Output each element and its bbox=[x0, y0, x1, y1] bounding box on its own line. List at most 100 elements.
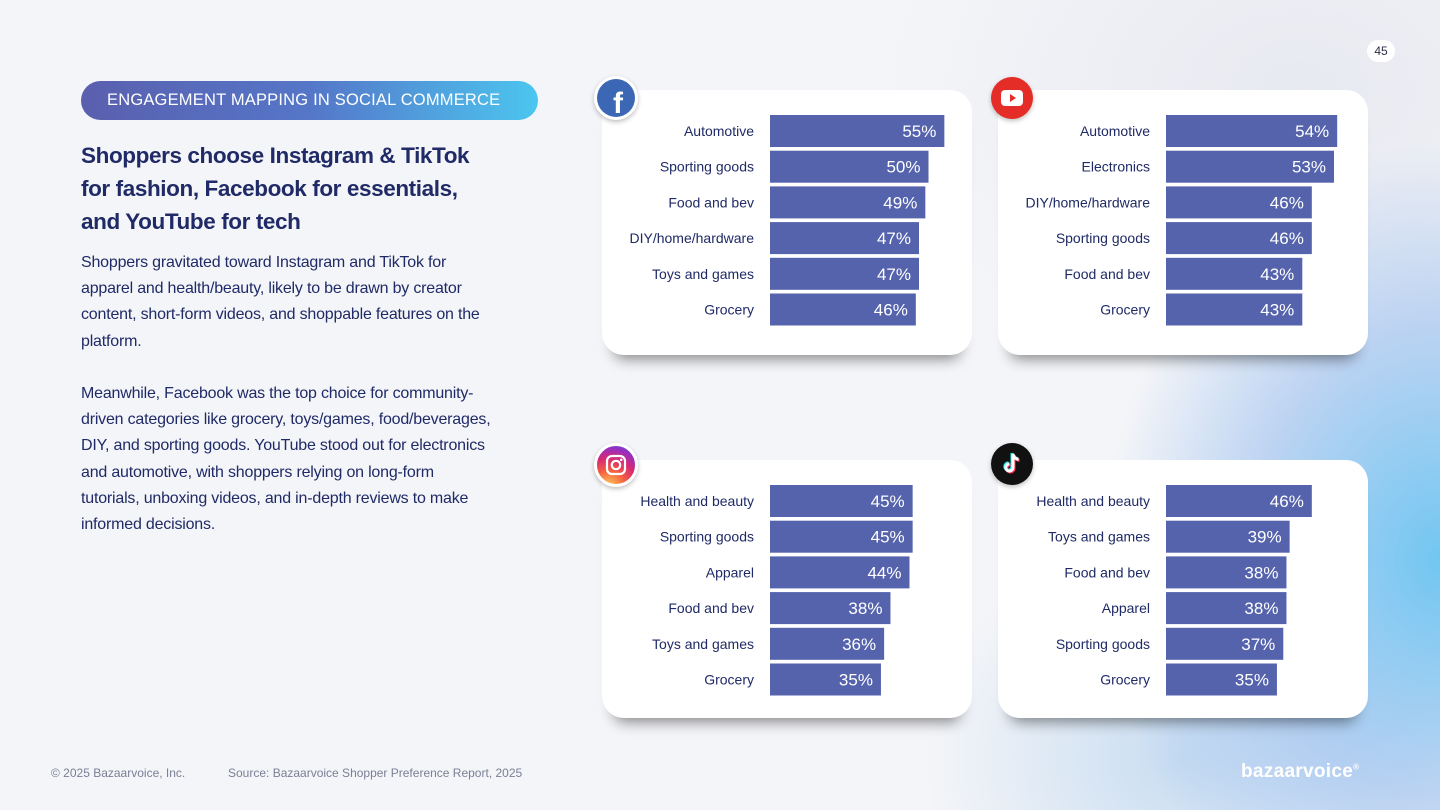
instagram-category-label: Toys and games bbox=[652, 636, 754, 652]
facebook-bar bbox=[770, 150, 929, 183]
facebook-value-label: 49% bbox=[883, 193, 917, 212]
tiktok-value-label: 38% bbox=[1244, 599, 1278, 618]
facebook-bar-group: Sporting goods 50% bbox=[660, 150, 929, 183]
instagram-value-label: 36% bbox=[842, 635, 876, 654]
copyright-text: © 2025 Bazaarvoice, Inc. bbox=[51, 766, 186, 780]
youtube-value-label: 46% bbox=[1270, 193, 1304, 212]
tiktok-category-label: Toys and games bbox=[1048, 529, 1150, 545]
youtube-value-label: 46% bbox=[1270, 229, 1304, 248]
facebook-category-label: Grocery bbox=[704, 302, 754, 318]
youtube-bar-group: Grocery 43% bbox=[1100, 293, 1303, 326]
tiktok-bar bbox=[1166, 663, 1277, 696]
youtube-bar bbox=[1166, 257, 1303, 290]
section-tag-label: ENGAGEMENT MAPPING IN SOCIAL COMMERCE bbox=[107, 91, 501, 109]
bazaarvoice-logo: bazaarvoice® bbox=[1241, 761, 1359, 783]
tiktok-category-label: Sporting goods bbox=[1056, 636, 1150, 652]
youtube-category-label: Sporting goods bbox=[1056, 230, 1150, 246]
facebook-value-label: 55% bbox=[902, 122, 936, 141]
instagram-bar-group: Toys and games 36% bbox=[652, 627, 885, 660]
tiktok-category-label: Grocery bbox=[1100, 672, 1150, 688]
facebook-chart-card: Automotive 55% Sporting goods 50% Food and b… bbox=[602, 90, 972, 355]
youtube-bar-group: DIY/home/hardware 46% bbox=[1025, 186, 1312, 219]
page-number: 45 bbox=[1367, 40, 1395, 62]
instagram-bar-group: Apparel 44% bbox=[706, 556, 910, 589]
tiktok-category-label: Health and beauty bbox=[1036, 493, 1150, 509]
instagram-bar bbox=[770, 520, 913, 553]
facebook-bar-group: DIY/home/hardware 47% bbox=[629, 222, 919, 255]
instagram-bar bbox=[770, 556, 910, 589]
instagram-bar-group: Food and bev 38% bbox=[668, 592, 891, 625]
instagram-bar bbox=[770, 627, 885, 660]
tiktok-bar-group: Food and bev 38% bbox=[1064, 556, 1287, 589]
facebook-bar bbox=[770, 186, 926, 219]
body-paragraph-2: Meanwhile, Facebook was the top choice f… bbox=[81, 385, 491, 534]
instagram-bar-group: Grocery 35% bbox=[704, 663, 881, 696]
youtube-value-label: 53% bbox=[1292, 158, 1326, 177]
instagram-category-label: Sporting goods bbox=[660, 529, 754, 545]
youtube-category-label: Automotive bbox=[1080, 123, 1150, 139]
facebook-category-label: Automotive bbox=[684, 123, 754, 139]
instagram-bar-group: Health and beauty 45% bbox=[640, 485, 913, 517]
youtube-category-label: Grocery bbox=[1100, 302, 1150, 318]
tiktok-bar bbox=[1166, 592, 1287, 625]
youtube-bar bbox=[1166, 186, 1312, 219]
youtube-bar bbox=[1166, 150, 1335, 183]
facebook-value-label: 47% bbox=[877, 265, 911, 284]
youtube-bar bbox=[1166, 293, 1303, 326]
youtube-bar-group: Automotive 54% bbox=[1080, 115, 1338, 147]
tiktok-value-label: 39% bbox=[1248, 528, 1282, 547]
youtube-bar-group: Food and bev 43% bbox=[1064, 257, 1303, 290]
youtube-category-label: DIY/home/hardware bbox=[1025, 194, 1150, 210]
instagram-icon bbox=[594, 443, 638, 487]
instagram-bar bbox=[770, 485, 913, 517]
tiktok-value-label: 46% bbox=[1270, 492, 1304, 511]
facebook-category-label: DIY/home/hardware bbox=[629, 230, 754, 246]
facebook-bar-group: Grocery 46% bbox=[704, 293, 916, 326]
tiktok-bar-group: Grocery 35% bbox=[1100, 663, 1277, 696]
instagram-category-label: Grocery bbox=[704, 672, 754, 688]
page-headline: Shoppers choose Instagram & TikTok for f… bbox=[81, 143, 470, 234]
body-paragraph-1: Shoppers gravitated toward Instagram and… bbox=[81, 254, 480, 350]
facebook-icon: f bbox=[594, 76, 638, 120]
youtube-icon bbox=[991, 77, 1033, 119]
facebook-bar bbox=[770, 293, 916, 326]
section-tag: ENGAGEMENT MAPPING IN SOCIAL COMMERCE bbox=[81, 81, 538, 120]
instagram-bar bbox=[770, 592, 891, 625]
youtube-bar bbox=[1166, 115, 1338, 147]
youtube-category-label: Food and bev bbox=[1064, 266, 1150, 282]
tiktok-bar bbox=[1166, 627, 1284, 660]
tiktok-value-label: 37% bbox=[1241, 635, 1275, 654]
tiktok-value-label: 38% bbox=[1244, 563, 1278, 582]
youtube-value-label: 54% bbox=[1295, 122, 1329, 141]
youtube-category-label: Electronics bbox=[1082, 159, 1150, 175]
tiktok-category-label: Apparel bbox=[1102, 600, 1150, 616]
instagram-category-label: Apparel bbox=[706, 564, 754, 580]
instagram-value-label: 45% bbox=[871, 528, 905, 547]
facebook-bar bbox=[770, 115, 945, 147]
youtube-bar bbox=[1166, 222, 1312, 255]
facebook-bar-group: Toys and games 47% bbox=[652, 257, 919, 290]
instagram-chart-card: Health and beauty 45% Sporting goods 45% App… bbox=[602, 460, 972, 718]
tiktok-value-label: 35% bbox=[1235, 671, 1269, 690]
tiktok-bar bbox=[1166, 556, 1287, 589]
tiktok-bar-group: Apparel 38% bbox=[1102, 592, 1287, 625]
tiktok-bar-group: Sporting goods 37% bbox=[1056, 627, 1284, 660]
facebook-value-label: 46% bbox=[874, 301, 908, 320]
tiktok-bar-group: Health and beauty 46% bbox=[1036, 485, 1312, 517]
facebook-category-label: Sporting goods bbox=[660, 159, 754, 175]
instagram-value-label: 38% bbox=[848, 599, 882, 618]
brand-registered-mark: ® bbox=[1353, 762, 1360, 772]
facebook-bar bbox=[770, 222, 919, 255]
tiktok-bar-group: Toys and games 39% bbox=[1048, 520, 1290, 553]
instagram-value-label: 45% bbox=[871, 492, 905, 511]
instagram-category-label: Food and bev bbox=[668, 600, 754, 616]
facebook-bar-chart: Automotive 55% Sporting goods 50% Food and b… bbox=[629, 115, 945, 326]
instagram-category-label: Health and beauty bbox=[640, 493, 754, 509]
facebook-bar-group: Food and bev 49% bbox=[668, 186, 926, 219]
brand-wordmark: bazaarvoice bbox=[1241, 761, 1354, 782]
facebook-value-label: 50% bbox=[886, 158, 920, 177]
tiktok-bar-chart: Health and beauty 46% Toys and games 39% Foo… bbox=[1036, 485, 1312, 696]
instagram-bar-group: Sporting goods 45% bbox=[660, 520, 913, 553]
instagram-bar bbox=[770, 663, 881, 696]
tiktok-icon bbox=[991, 443, 1033, 485]
